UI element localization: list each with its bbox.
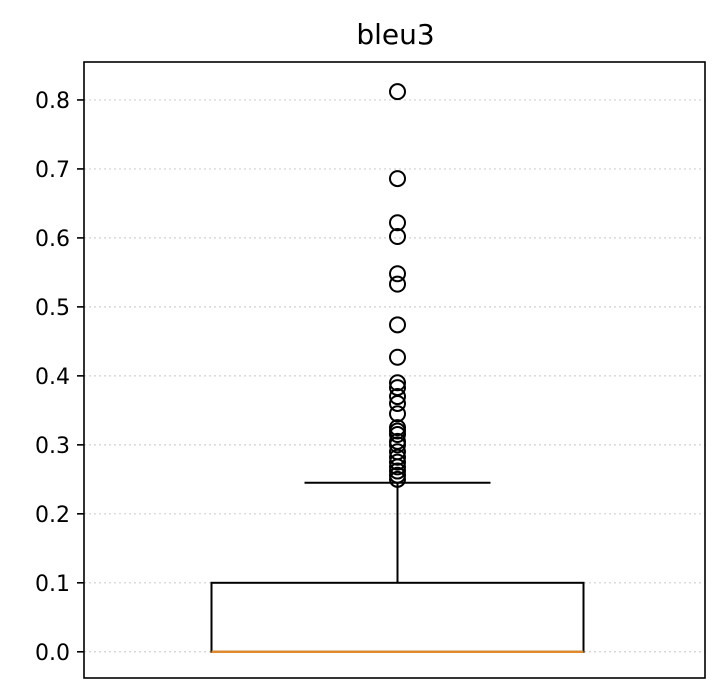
outlier-point xyxy=(389,275,406,293)
outlier-point xyxy=(389,462,406,480)
y-tick-label: 0.6 xyxy=(35,227,70,252)
y-tick-label: 0.0 xyxy=(35,641,70,666)
outlier-point xyxy=(389,394,406,412)
outlier-point xyxy=(389,265,406,283)
outlier-point xyxy=(389,228,406,246)
box xyxy=(210,581,585,653)
outlier-point xyxy=(389,83,406,101)
outlier-point xyxy=(389,405,406,423)
y-tick-label: 0.1 xyxy=(35,572,70,597)
outlier-point xyxy=(389,348,406,366)
outlier-point xyxy=(389,388,406,406)
y-tick-label: 0.4 xyxy=(35,365,70,390)
box-plot xyxy=(210,481,585,653)
outlier-point xyxy=(389,466,406,484)
outlier-point xyxy=(389,316,406,334)
plot-area-frame xyxy=(83,61,706,679)
y-tick-label: 0.5 xyxy=(35,296,70,321)
outlier-point xyxy=(389,453,406,471)
outlier-point xyxy=(389,425,406,443)
outlier-point xyxy=(389,448,406,466)
y-tick-label: 0.3 xyxy=(35,434,70,459)
outlier-point xyxy=(389,470,406,488)
y-tick-label: 0.7 xyxy=(35,158,70,183)
y-axis: 0.0 0.1 0.2 0.3 0.4 0.5 0.6 0.7 0.8 xyxy=(35,89,84,666)
outliers xyxy=(389,83,406,488)
y-tick-label: 0.2 xyxy=(35,503,70,528)
outlier-point xyxy=(389,458,406,476)
outlier-point xyxy=(389,214,406,232)
outlier-point xyxy=(389,374,406,392)
outlier-point xyxy=(389,170,406,188)
chart-title: bleu3 xyxy=(356,18,434,51)
outlier-point xyxy=(389,436,406,454)
y-tick-label: 0.8 xyxy=(35,89,70,114)
